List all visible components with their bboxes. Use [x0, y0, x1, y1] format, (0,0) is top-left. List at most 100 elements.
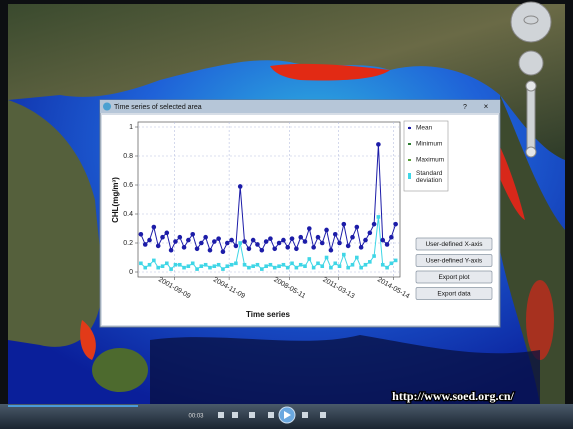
button-label[interactable]: Export plot: [438, 274, 469, 281]
point: [372, 254, 376, 258]
pan-control[interactable]: [518, 50, 544, 76]
point: [315, 234, 321, 240]
control-icon[interactable]: [218, 412, 224, 418]
point: [165, 261, 169, 266]
point: [242, 239, 247, 244]
point: [255, 242, 260, 247]
help-button[interactable]: ?: [463, 104, 467, 111]
point: [229, 237, 234, 243]
point: [216, 262, 221, 267]
control-icon[interactable]: [302, 412, 308, 418]
zoom-out[interactable]: [525, 146, 537, 158]
point: [393, 258, 398, 263]
point: [194, 246, 200, 252]
app-icon: [103, 102, 111, 111]
control-icon[interactable]: [232, 412, 238, 418]
y-tick-label: 0.2: [123, 240, 133, 247]
point: [384, 242, 390, 247]
point: [367, 230, 373, 236]
button[interactable]: [415, 254, 493, 267]
control-icon[interactable]: [320, 412, 326, 418]
point: [260, 267, 264, 271]
button-label[interactable]: User-defined X-axis: [425, 241, 483, 248]
coastal-bloom: [80, 320, 96, 360]
player-controls: [218, 412, 326, 418]
point: [216, 236, 221, 241]
point: [247, 265, 251, 270]
point: [354, 224, 360, 230]
coastal-bloom: [526, 280, 554, 360]
button[interactable]: [415, 287, 493, 300]
progress: [8, 405, 138, 407]
point: [199, 264, 204, 268]
point: [345, 243, 351, 249]
point: [281, 237, 286, 243]
player-time: 00:03: [188, 414, 204, 420]
point: [147, 237, 152, 243]
point: [152, 258, 156, 263]
point: [251, 264, 255, 268]
point: [181, 245, 187, 250]
point: [142, 242, 148, 247]
zoom-slider[interactable]: [526, 83, 536, 157]
point: [337, 240, 342, 246]
point: [178, 262, 182, 267]
point: [316, 261, 320, 266]
point: [380, 262, 385, 267]
point: [177, 234, 183, 240]
point: [341, 221, 347, 227]
legend-marker: [408, 173, 411, 179]
button-label[interactable]: User-defined Y-axis: [426, 258, 483, 265]
close-button[interactable]: ×: [484, 102, 489, 111]
point: [250, 237, 256, 243]
point: [281, 262, 286, 267]
point: [337, 264, 342, 268]
point: [358, 245, 364, 250]
point: [363, 262, 368, 267]
point: [319, 240, 325, 246]
point: [155, 243, 161, 249]
point: [259, 247, 265, 253]
land-north: [8, 4, 565, 160]
point: [328, 247, 334, 253]
y-tick-label: 0.8: [123, 153, 133, 160]
point: [169, 267, 173, 271]
point: [346, 265, 350, 270]
point: [237, 184, 243, 189]
point: [342, 252, 346, 257]
point: [298, 234, 304, 240]
point: [294, 246, 299, 252]
point: [263, 239, 269, 244]
watermark: http://www.soed.org.cn/: [392, 389, 514, 403]
point: [225, 264, 230, 268]
island: [92, 348, 148, 392]
point: [156, 265, 160, 270]
control-icon[interactable]: [249, 412, 255, 418]
point: [207, 247, 213, 253]
y-tick-label: 0.4: [123, 211, 133, 218]
button[interactable]: [415, 270, 493, 284]
y-axis-label: CHL(mg/m³): [111, 177, 120, 223]
point: [255, 262, 260, 267]
compass[interactable]: [510, 1, 552, 43]
point: [173, 262, 178, 267]
point: [229, 262, 234, 267]
point: [168, 247, 174, 253]
point: [285, 265, 290, 270]
point: [199, 240, 204, 246]
zoom-in[interactable]: [525, 80, 537, 92]
point: [224, 240, 230, 246]
button-label[interactable]: Export data: [437, 291, 471, 298]
legend-marker: [408, 126, 411, 130]
coastal-bloom: [270, 63, 390, 81]
button[interactable]: [415, 237, 493, 251]
point: [186, 264, 191, 268]
play-icon: [284, 411, 291, 419]
legend-label: Minimum: [416, 141, 442, 148]
point: [190, 232, 196, 237]
point: [234, 261, 238, 266]
y-tick-label: 0: [129, 269, 133, 276]
point: [182, 265, 186, 270]
window-title: Time series of selected area: [114, 104, 202, 111]
control-icon[interactable]: [268, 412, 274, 418]
